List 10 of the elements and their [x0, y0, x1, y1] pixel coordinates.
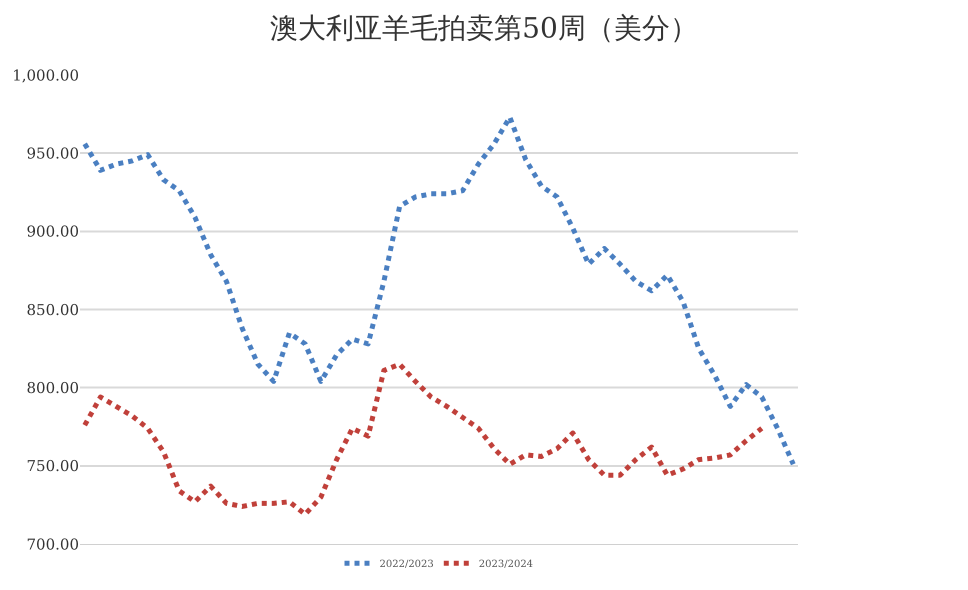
- legend-label: 2023/2024: [478, 559, 534, 570]
- y-tick-label: 850.00: [26, 300, 79, 319]
- y-tick-label: 750.00: [26, 457, 79, 476]
- y-tick-label: 800.00: [26, 378, 79, 397]
- y-tick-label: 700.00: [26, 535, 79, 554]
- y-tick-label: 1,000.00: [12, 66, 79, 84]
- legend-label: 2022/2023: [380, 559, 434, 570]
- y-tick-label: 950.00: [26, 144, 79, 162]
- y-tick-label: 900.00: [26, 222, 79, 241]
- chart-title: 澳大利亚羊毛拍卖第50周（美分）: [270, 11, 698, 44]
